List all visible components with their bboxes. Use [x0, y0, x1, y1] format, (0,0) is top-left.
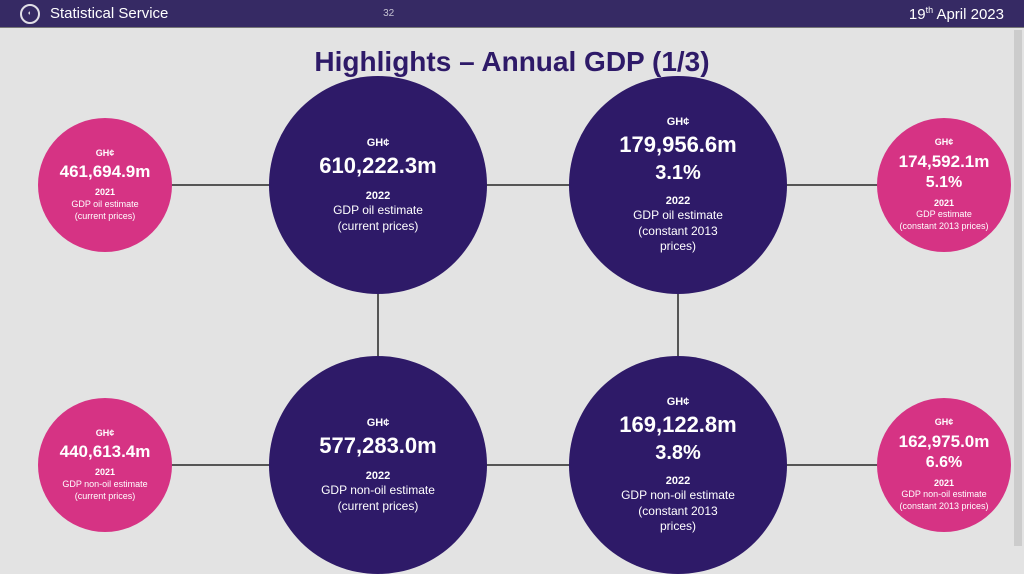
year-label: 2021 — [934, 198, 954, 210]
value-label: 169,122.8m — [619, 411, 736, 440]
currency-label: GH¢ — [367, 416, 390, 430]
circle-tr_small: GH¢ 174,592.1m5.1% 2021GDP estimate(consta… — [877, 118, 1011, 252]
desc-line: (constant 2013 prices) — [899, 221, 988, 233]
desc-line: GDP estimate — [916, 209, 972, 221]
desc-line: GDP non-oil estimate — [62, 479, 147, 491]
circle-bl_small: GH¢440,613.4m 2021GDP non-oil estimate(cu… — [38, 398, 172, 532]
currency-label: GH¢ — [96, 148, 115, 160]
value-label: 179,956.6m — [619, 131, 736, 160]
percent-label: 3.1% — [655, 160, 701, 186]
desc-line: (current prices) — [338, 499, 419, 515]
desc-line: (constant 2013 — [638, 504, 717, 520]
circle-br_big: GH¢ 169,122.8m3.8% 2022GDP non-oil estimat… — [569, 356, 787, 574]
value-label: 440,613.4m — [60, 441, 151, 463]
year-label: 2021 — [95, 467, 115, 479]
desc-line: (constant 2013 — [638, 224, 717, 240]
currency-label: GH¢ — [935, 417, 954, 429]
desc-line: prices) — [660, 519, 696, 535]
year-label: 2022 — [366, 189, 390, 203]
date-day: 19 — [909, 6, 926, 23]
scrollbar[interactable] — [1014, 30, 1022, 546]
circle-bl_big: GH¢ 577,283.0m 2022GDP non-oil estimate(cu… — [269, 356, 487, 574]
percent-label: 5.1% — [926, 173, 962, 194]
currency-label: GH¢ — [96, 428, 115, 440]
top-bar: ◐ Statistical Service 32 19th April 2023 — [0, 0, 1024, 28]
year-label: 2022 — [666, 194, 690, 208]
desc-line: GDP non-oil estimate — [321, 483, 435, 499]
brand: ◐ Statistical Service — [20, 4, 168, 24]
year-label: 2021 — [934, 478, 954, 490]
header-mid-number: 32 — [383, 8, 394, 19]
value-label: 461,694.9m — [60, 161, 151, 183]
year-label: 2022 — [666, 474, 690, 488]
value-label: 162,975.0m — [899, 431, 990, 453]
desc-line: prices) — [660, 239, 696, 255]
desc-line: (current prices) — [338, 219, 419, 235]
circle-br_small: GH¢ 162,975.0m6.6% 2021GDP non-oil estimat… — [877, 398, 1011, 532]
circle-tl_big: GH¢ 610,222.3m 2022GDP oil estimate(curren… — [269, 76, 487, 294]
percent-label: 3.8% — [655, 440, 701, 466]
currency-label: GH¢ — [367, 136, 390, 150]
header-date: 19th April 2023 — [909, 5, 1004, 23]
brand-logo-icon: ◐ — [20, 4, 40, 24]
circle-tr_big: GH¢ 179,956.6m3.1% 2022GDP oil estimate(co… — [569, 76, 787, 294]
currency-label: GH¢ — [667, 115, 690, 129]
percent-label: 6.6% — [926, 453, 962, 474]
desc-line: GDP non-oil estimate — [621, 488, 735, 504]
currency-label: GH¢ — [935, 137, 954, 149]
desc-line: (current prices) — [75, 491, 136, 503]
desc-line: (current prices) — [75, 211, 136, 223]
desc-line: GDP oil estimate — [71, 199, 138, 211]
diagram-stage: GH¢461,694.9m2021GDP oil estimate(curren… — [0, 80, 1024, 548]
desc-line: (constant 2013 prices) — [899, 501, 988, 513]
currency-label: GH¢ — [667, 395, 690, 409]
page-title: Highlights – Annual GDP (1/3) — [0, 46, 1024, 78]
circle-tl_small: GH¢461,694.9m 2021GDP oil estimate(curren… — [38, 118, 172, 252]
year-label: 2022 — [366, 469, 390, 483]
date-suffix: th — [926, 5, 934, 15]
desc-line: GDP non-oil estimate — [901, 489, 986, 501]
date-rest: April 2023 — [933, 6, 1004, 23]
desc-line: GDP oil estimate — [333, 203, 423, 219]
year-label: 2021 — [95, 187, 115, 199]
desc-line: GDP oil estimate — [633, 208, 723, 224]
brand-text: Statistical Service — [50, 5, 168, 22]
value-label: 610,222.3m — [319, 152, 436, 181]
value-label: 174,592.1m — [899, 151, 990, 173]
value-label: 577,283.0m — [319, 432, 436, 461]
